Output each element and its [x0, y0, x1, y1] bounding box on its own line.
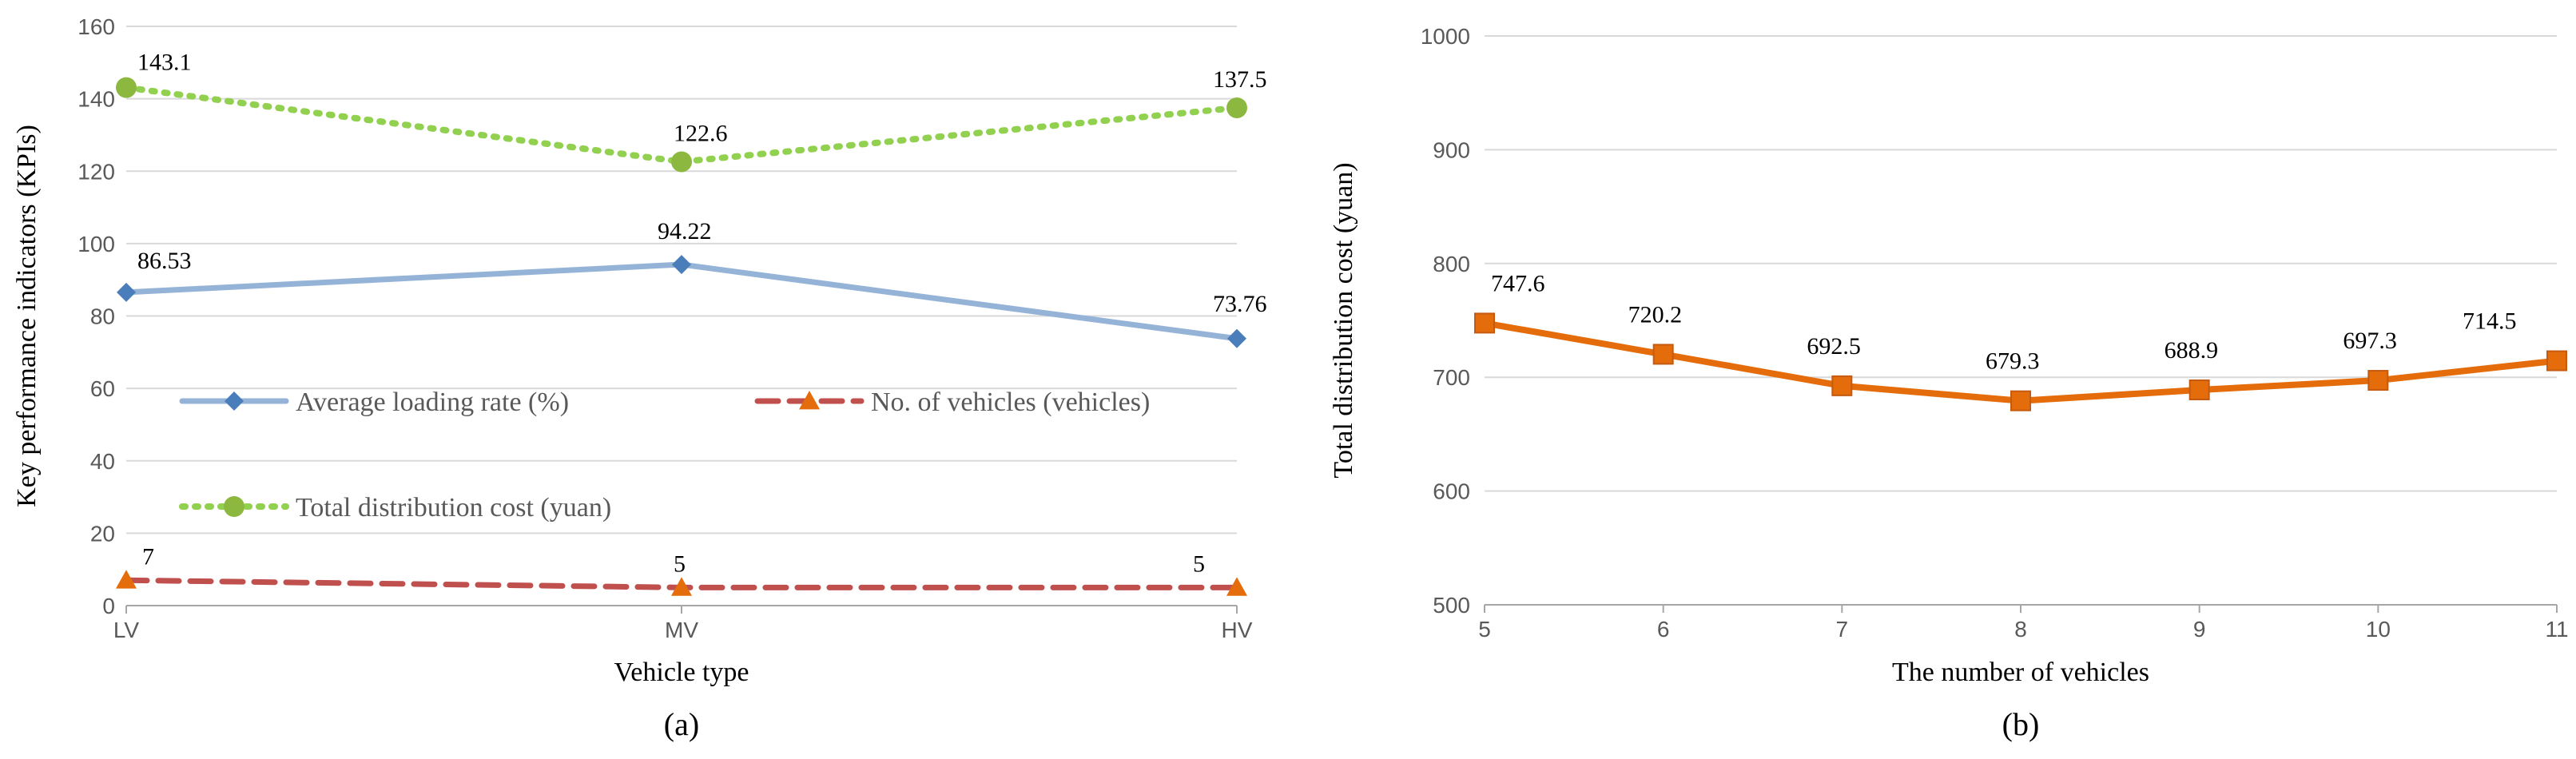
data-point	[116, 77, 137, 98]
y-tick-label: 1000	[1421, 24, 1470, 49]
x-axis-title: The number of vehicles	[1892, 658, 2149, 687]
panel-label-b: (b)	[2002, 706, 2040, 742]
data-point	[1831, 375, 1853, 396]
data-label: 5	[674, 550, 686, 577]
data-label: 7	[142, 543, 154, 570]
y-axis-title: Total distribution cost (yuan)	[1329, 162, 1358, 478]
x-tick-label: 8	[2014, 617, 2027, 642]
chart-panel-a: 0 20 40 60 80 100 120 140 160 LV MV HV Vehicle type K…	[12, 14, 1267, 742]
data-label: 137.5	[1213, 66, 1267, 93]
y-tick-label: 120	[78, 159, 115, 184]
data-point	[117, 282, 136, 302]
x-tick-label: 7	[1836, 617, 1849, 642]
x-tick-label: 9	[2193, 617, 2206, 642]
legend-marker	[799, 391, 820, 410]
legend-label: Total distribution cost (yuan)	[296, 493, 611, 523]
data-point	[2367, 370, 2389, 391]
chart-panel-b: 500 600 700 800 900 1000 5 6 7 8 9 10 11 The number o…	[1329, 24, 2569, 742]
data-point	[1226, 97, 1247, 118]
data-point	[1652, 344, 1674, 365]
series-line	[123, 261, 1240, 342]
panel-label-a: (a)	[664, 706, 699, 742]
data-label: 94.22	[658, 218, 712, 244]
data-label: 143.1	[137, 50, 192, 76]
data-point	[1227, 328, 1246, 348]
data-label: 5	[1193, 550, 1205, 577]
x-tick-label: 5	[1478, 617, 1491, 642]
data-label: 697.3	[2343, 328, 2397, 354]
data-label: 747.6	[1491, 270, 1545, 296]
x-tick-label: 6	[1657, 617, 1670, 642]
data-point	[2010, 390, 2031, 411]
data-point	[116, 570, 137, 589]
legend-label: No. of vehicles (vehicles)	[871, 387, 1150, 417]
data-point	[1226, 577, 1247, 596]
x-tick-label: LV	[113, 618, 139, 642]
y-tick-label: 0	[102, 594, 115, 618]
data-label: 714.5	[2463, 308, 2517, 335]
data-point	[2188, 380, 2210, 401]
y-tick-label: 800	[1433, 252, 1470, 276]
y-tick-label: 140	[78, 87, 115, 112]
x-tick-label: 11	[2545, 617, 2568, 642]
data-label: 720.2	[1628, 301, 1682, 328]
y-tick-label: 600	[1433, 479, 1470, 504]
data-label: 679.3	[1986, 348, 2040, 375]
y-tick-label: 100	[78, 232, 115, 256]
data-point	[672, 255, 691, 275]
y-axis-title: Key performance indicators (KPIs)	[12, 125, 42, 507]
y-tick-label: 160	[78, 14, 115, 39]
data-label: 692.5	[1807, 333, 1861, 360]
x-tick-label: 10	[2366, 617, 2391, 642]
y-tick-label: 900	[1433, 137, 1470, 162]
x-tick-label: MV	[665, 618, 698, 642]
data-label: 122.6	[674, 120, 728, 146]
y-tick-label: 700	[1433, 365, 1470, 390]
x-axis-title: Vehicle type	[614, 658, 749, 687]
data-label: 86.53	[137, 248, 192, 274]
y-tick-label: 500	[1433, 593, 1470, 618]
data-label: 73.76	[1213, 291, 1267, 317]
data-point	[2546, 350, 2567, 372]
x-tick-label: HV	[1222, 618, 1253, 642]
y-tick-label: 60	[90, 376, 115, 401]
y-tick-label: 20	[90, 521, 115, 546]
legend-label: Average loading rate (%)	[296, 387, 569, 417]
data-point	[671, 151, 692, 173]
legend-marker	[225, 391, 244, 411]
data-point	[1474, 312, 1495, 334]
data-point	[671, 577, 692, 596]
y-tick-label: 80	[90, 304, 115, 329]
data-label: 688.9	[2165, 337, 2219, 364]
y-tick-label: 40	[90, 449, 115, 474]
legend-marker	[224, 496, 244, 517]
